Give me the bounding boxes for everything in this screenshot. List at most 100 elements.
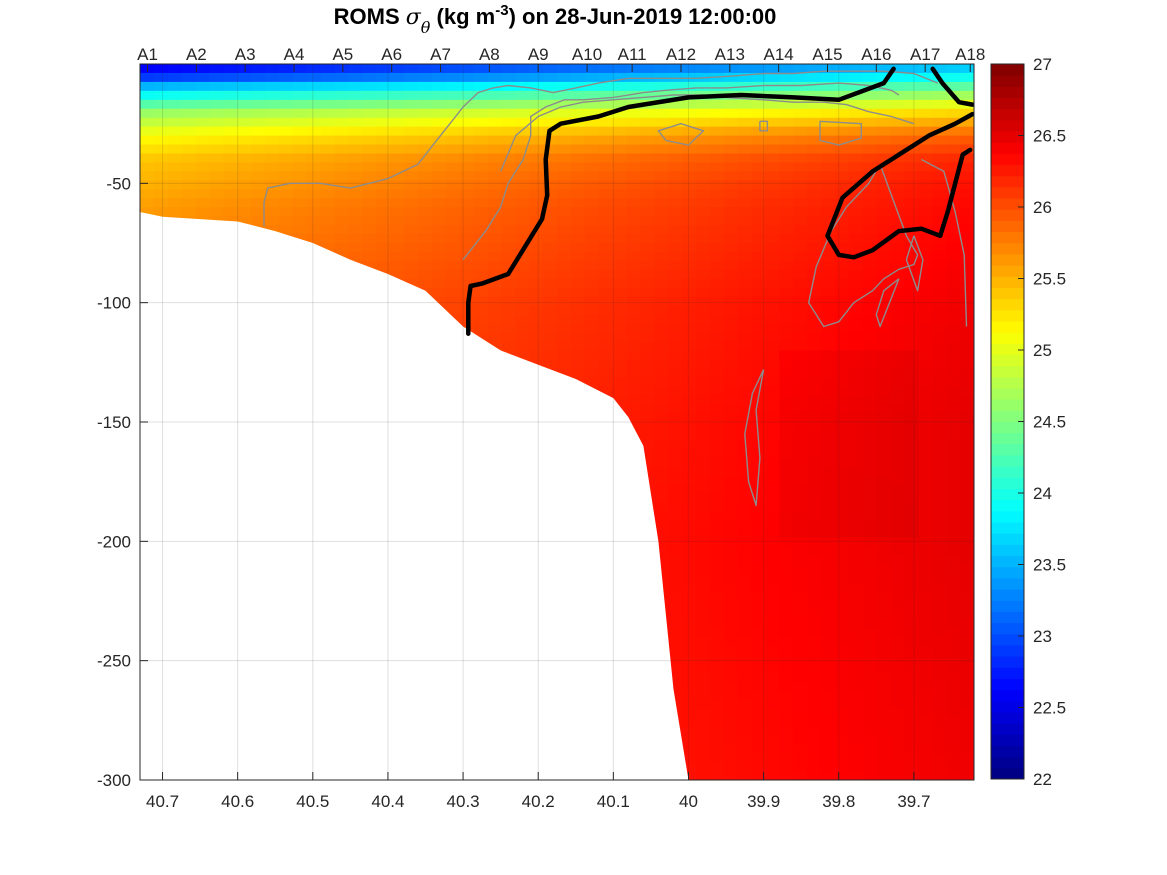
heatmap-cell (835, 305, 850, 316)
heatmap-cell (862, 627, 878, 638)
heatmap-cell (584, 144, 600, 155)
heatmap-cell (807, 592, 822, 602)
heatmap-cell (362, 144, 377, 155)
heatmap-cell (668, 592, 683, 602)
heatmap-cell (515, 225, 530, 235)
heatmap-cell (807, 484, 822, 495)
heatmap-cell (876, 162, 892, 172)
y-tick-label: -200 (97, 532, 131, 551)
heatmap-cell (737, 735, 753, 745)
plot-area (139, 63, 975, 781)
heatmap-cell (362, 108, 377, 119)
heatmap-cell (668, 430, 683, 441)
heatmap-cell (904, 511, 919, 522)
heatmap-cell (960, 493, 974, 504)
heatmap-cell (570, 126, 586, 137)
heatmap-cell (862, 484, 878, 495)
heatmap-cell (723, 529, 739, 539)
station-label: A13 (715, 45, 745, 64)
heatmap-cell (946, 368, 961, 378)
heatmap-cell (751, 511, 767, 522)
heatmap-cell (431, 99, 447, 110)
heatmap-cell (821, 726, 836, 736)
thin-contour-line (657, 123, 705, 146)
heatmap-cell (682, 493, 697, 504)
heatmap-cell (612, 260, 628, 271)
heatmap-cell (737, 609, 753, 620)
heatmap-cell (570, 99, 586, 110)
heatmap-cell (932, 601, 947, 611)
heatmap-cell (570, 153, 586, 164)
colorbar-cell (991, 75, 1024, 87)
heatmap-cell (640, 359, 655, 369)
heatmap-cell (807, 654, 822, 665)
heatmap-cell (696, 171, 711, 181)
heatmap-cell (932, 144, 947, 155)
heatmap-cell (153, 198, 169, 208)
heatmap-cell (821, 171, 836, 181)
heatmap-cell (723, 269, 739, 280)
heatmap-cell (626, 81, 641, 92)
heatmap-cell (390, 64, 405, 74)
colorbar-cell (991, 734, 1024, 746)
heatmap-cell (918, 81, 933, 92)
heatmap-cell (348, 135, 363, 146)
heatmap-cell (821, 180, 836, 190)
heatmap-cell (515, 117, 530, 128)
heatmap-cell (862, 162, 878, 172)
heatmap-cell (779, 502, 794, 513)
heatmap-cell (835, 547, 850, 557)
heatmap-cell (640, 457, 655, 468)
heatmap-cell (376, 251, 391, 262)
heatmap-cell (153, 72, 169, 83)
heatmap-cell (807, 583, 822, 593)
heatmap-cell (862, 422, 878, 432)
heatmap-cell (848, 341, 864, 351)
heatmap-cell (960, 744, 974, 754)
heatmap-cell (473, 72, 489, 83)
heatmap-cell (584, 260, 600, 271)
heatmap-cell (904, 323, 919, 334)
heatmap-cell (473, 153, 489, 164)
heatmap-cell (640, 466, 655, 477)
heatmap-cell (765, 547, 780, 557)
heatmap-cell (709, 690, 725, 701)
heatmap-cell (696, 672, 711, 683)
heatmap-cell (807, 64, 822, 74)
heatmap-cell (807, 645, 822, 656)
heatmap-cell (793, 269, 808, 280)
heatmap-cell (821, 81, 836, 92)
heatmap-cell (765, 189, 780, 199)
heatmap-cell (709, 225, 725, 235)
heatmap-cell (946, 502, 961, 513)
heatmap-cell (696, 690, 711, 701)
heatmap-cell (918, 216, 933, 226)
heatmap-cell (473, 234, 489, 244)
heatmap-cell (557, 171, 572, 181)
heatmap-cell (876, 609, 892, 620)
heatmap-cell (779, 654, 794, 665)
heatmap-cell (876, 99, 892, 110)
heatmap-cell (848, 64, 864, 74)
heatmap-cell (779, 359, 794, 369)
heatmap-cell (793, 511, 808, 522)
heatmap-cell (251, 189, 266, 199)
heatmap-cell (696, 305, 711, 316)
heatmap-cell (292, 144, 308, 155)
heatmap-cell (696, 538, 711, 548)
heatmap-cell (696, 466, 711, 477)
heatmap-cell (612, 126, 628, 137)
heatmap-cell (918, 708, 933, 718)
heatmap-cell (835, 189, 850, 199)
heatmap-cell (960, 511, 974, 522)
heatmap-cell (890, 341, 906, 351)
heatmap-cell (835, 162, 850, 172)
heatmap-cell (793, 234, 808, 244)
heatmap-cell (557, 90, 572, 101)
heatmap-cell (445, 287, 461, 298)
heatmap-cell (946, 162, 961, 172)
heatmap-cell (751, 771, 767, 780)
heatmap-cell (445, 269, 461, 280)
heatmap-cell (445, 198, 461, 208)
heatmap-cell (835, 386, 850, 396)
